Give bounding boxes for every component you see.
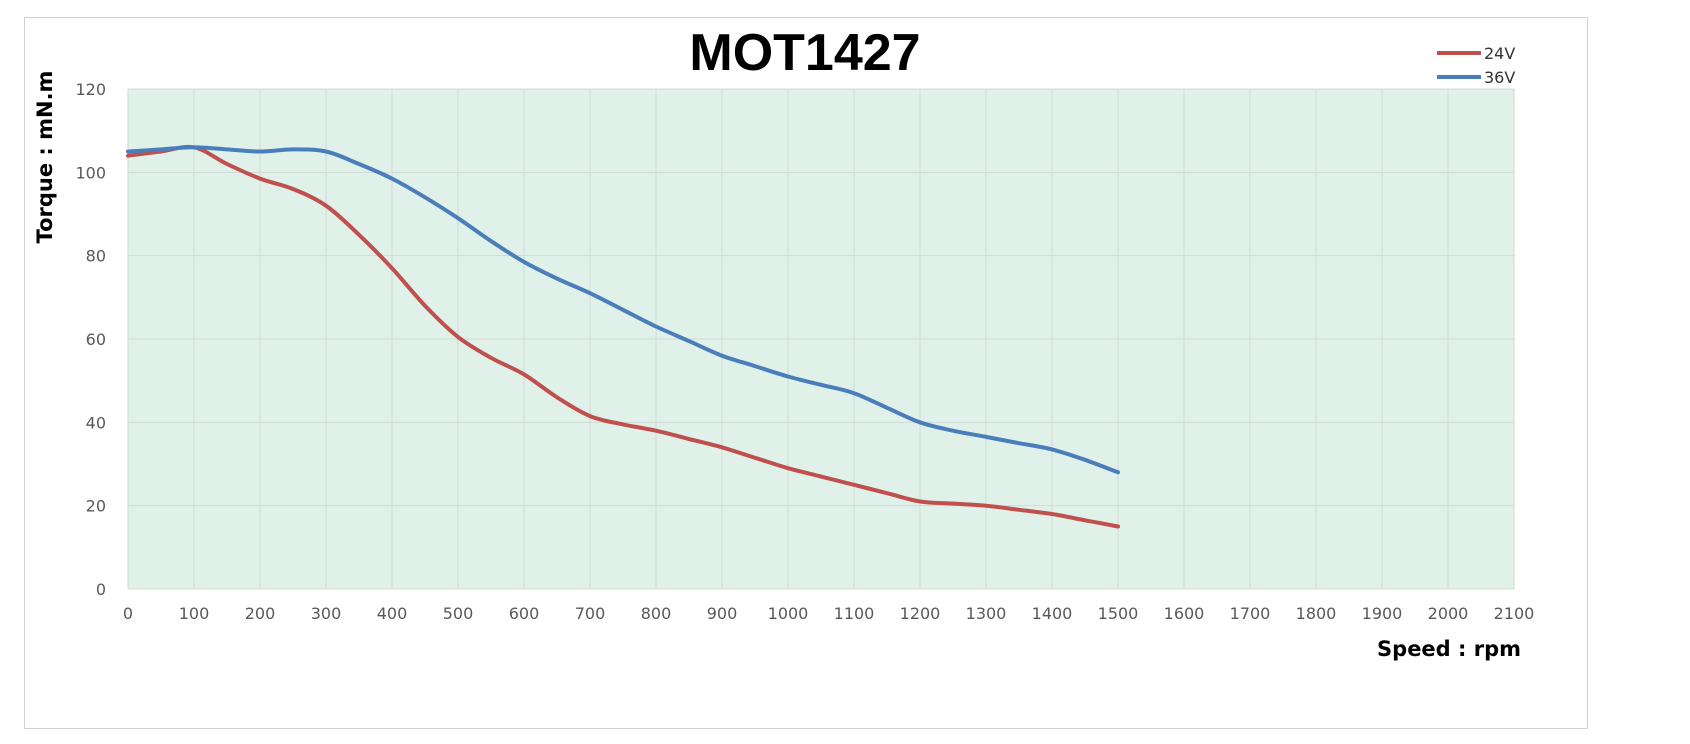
x-tick-label: 1700 bbox=[1230, 604, 1271, 623]
y-tick-label: 0 bbox=[96, 580, 106, 599]
y-axis-title: Torque : mN.m bbox=[33, 71, 57, 244]
x-tick-label: 1600 bbox=[1164, 604, 1205, 623]
y-tick-label: 60 bbox=[86, 330, 106, 349]
x-tick-label: 100 bbox=[179, 604, 210, 623]
x-tick-label: 2000 bbox=[1428, 604, 1469, 623]
x-tick-label: 300 bbox=[311, 604, 342, 623]
chart-title: MOT1427 bbox=[689, 24, 920, 82]
x-tick-label: 800 bbox=[641, 604, 672, 623]
x-tick-label: 1500 bbox=[1098, 604, 1139, 623]
chart-svg: 0 100 200 300 400 500 600 700 800 900 1000 1100 1200… bbox=[33, 24, 1534, 661]
x-tick-label: 900 bbox=[707, 604, 738, 623]
series-line-36v bbox=[126, 145, 1120, 475]
x-tick-label: 2100 bbox=[1494, 604, 1535, 623]
x-tick-label: 1800 bbox=[1296, 604, 1337, 623]
series-line-24v bbox=[126, 144, 1120, 529]
legend-label-24v: 24V bbox=[1484, 44, 1515, 63]
y-tick-label: 20 bbox=[86, 497, 106, 516]
y-tick-label: 80 bbox=[86, 247, 106, 266]
y-tick-label: 40 bbox=[86, 413, 106, 432]
y-tick-label: 120 bbox=[75, 80, 106, 99]
x-tick-label: 700 bbox=[575, 604, 606, 623]
x-tick-label: 1100 bbox=[834, 604, 875, 623]
x-tick-label: 1000 bbox=[768, 604, 809, 623]
x-tick-label: 0 bbox=[123, 604, 133, 623]
x-tick-label: 600 bbox=[509, 604, 540, 623]
x-tick-label: 200 bbox=[245, 604, 276, 623]
grid-lines bbox=[127, 88, 1515, 590]
x-tick-labels: 0 100 200 300 400 500 600 700 800 900 1000 1100 1200… bbox=[123, 604, 1534, 623]
y-tick-labels: 0 20 40 60 80 100 120 bbox=[75, 80, 106, 599]
x-tick-label: 1400 bbox=[1032, 604, 1073, 623]
x-tick-label: 1200 bbox=[900, 604, 941, 623]
x-tick-label: 500 bbox=[443, 604, 474, 623]
series-lines bbox=[126, 144, 1120, 529]
y-tick-label: 100 bbox=[75, 163, 106, 182]
legend-label-36v: 36V bbox=[1484, 68, 1515, 87]
x-tick-label: 400 bbox=[377, 604, 408, 623]
x-tick-label: 1300 bbox=[966, 604, 1007, 623]
x-tick-label: 1900 bbox=[1362, 604, 1403, 623]
x-axis-title: Speed : rpm bbox=[1377, 637, 1521, 661]
chart-frame: 0 100 200 300 400 500 600 700 800 900 1000 1100 1200… bbox=[24, 17, 1588, 729]
